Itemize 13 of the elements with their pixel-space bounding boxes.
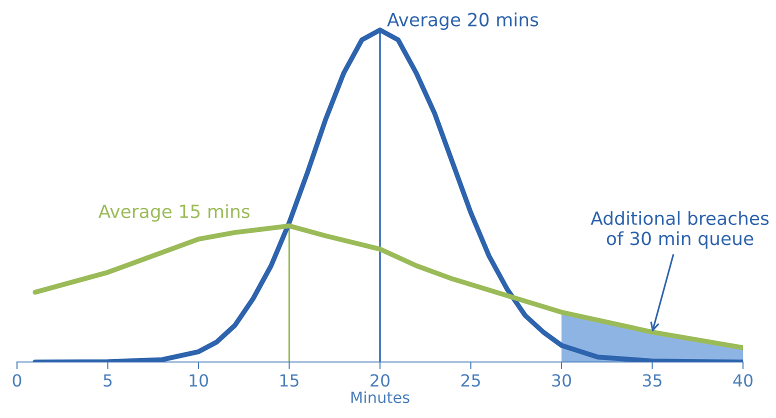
- x-tick-label: 15: [280, 374, 298, 387]
- annotation: Average 15 mins: [98, 204, 250, 222]
- x-tick-label: 0: [12, 374, 22, 387]
- x-tick-label: 20: [370, 374, 390, 387]
- x-tick-label: 40: [733, 374, 752, 387]
- x-tick-label: 10: [190, 374, 208, 387]
- x-tick-label: 25: [461, 374, 480, 387]
- x-tick-label: 5: [104, 374, 112, 387]
- annotation: Average 20 mins: [387, 12, 538, 30]
- annotation: Additional breaches of 30 min queue: [590, 211, 769, 249]
- x-tick-label: 30: [552, 374, 571, 387]
- x-tick-label: 35: [642, 374, 662, 387]
- x-axis-title: Minutes: [351, 391, 410, 404]
